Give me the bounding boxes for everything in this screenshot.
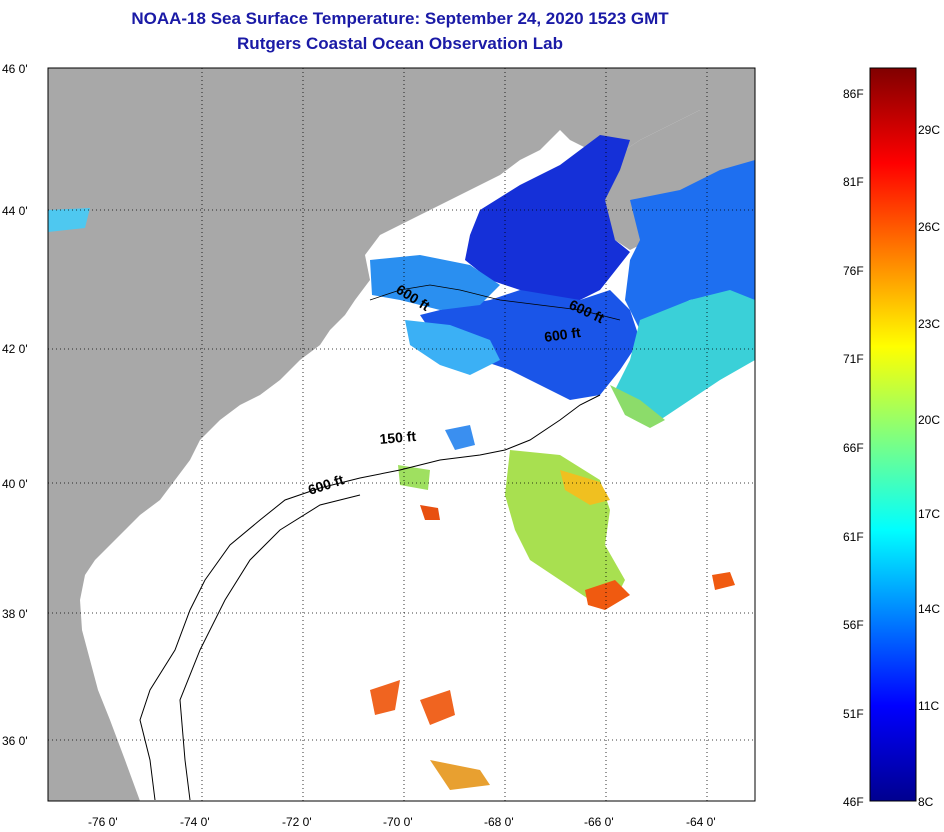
colorbar-f-label: 46F <box>843 795 864 809</box>
lat-tick-label: 46 0' <box>2 62 28 76</box>
colorbar-c-label: 23C <box>918 317 940 331</box>
lat-tick-label: 36 0' <box>2 734 28 748</box>
lat-tick-label: 42 0' <box>2 342 28 356</box>
colorbar-c-label: 29C <box>918 123 940 137</box>
lat-tick-label: 38 0' <box>2 607 28 621</box>
lat-tick-label: 40 0' <box>2 477 28 491</box>
map-area <box>48 68 755 801</box>
colorbar-f-label: 56F <box>843 618 864 632</box>
colorbar-f-label: 76F <box>843 264 864 278</box>
colorbar-c-label: 11C <box>918 699 939 713</box>
colorbar-f-label: 81F <box>843 175 864 189</box>
colorbar-gradient <box>869 67 917 802</box>
sst-patch-gulf-of-maine <box>465 135 630 300</box>
lon-tick-label: -74 0' <box>180 815 210 829</box>
longitude-axis: -76 0' -74 0' -72 0' -70 0' -68 0' -66 0… <box>88 68 716 829</box>
colorbar-f-label: 66F <box>843 441 864 455</box>
colorbar-c-label: 17C <box>918 507 940 521</box>
lon-tick-label: -72 0' <box>282 815 312 829</box>
sst-patch-offshore-canada <box>625 160 755 330</box>
colorbar-c-label: 26C <box>918 220 940 234</box>
contour-line-shelf <box>139 394 601 801</box>
colorbar: 86F 81F 76F 71F 66F 61F 56F 51F 46F 29C … <box>843 67 940 809</box>
lon-tick-label: -66 0' <box>584 815 614 829</box>
map-subtitle: Rutgers Coastal Ocean Observation Lab <box>237 34 563 53</box>
colorbar-f-label: 86F <box>843 87 864 101</box>
map-frame <box>47 67 756 802</box>
lon-tick-label: -68 0' <box>484 815 514 829</box>
contour-label: 150 ft <box>379 428 417 447</box>
colorbar-c-label: 14C <box>918 602 940 616</box>
colorbar-f-label: 51F <box>843 707 864 721</box>
colorbar-c-label: 8C <box>918 795 934 809</box>
map-title: NOAA-18 Sea Surface Temperature: Septemb… <box>131 9 669 28</box>
colorbar-f-label: 71F <box>843 352 864 366</box>
colorbar-c-label: 20C <box>918 413 940 427</box>
lon-tick-label: -64 0' <box>686 815 716 829</box>
land-mainland <box>48 68 755 801</box>
lon-tick-label: -76 0' <box>88 815 118 829</box>
lat-tick-label: 44 0' <box>2 204 28 218</box>
colorbar-f-label: 61F <box>843 530 864 544</box>
contour-label: 600 ft <box>543 324 582 345</box>
latitude-axis: 46 0' 44 0' 42 0' 40 0' 38 0' 36 0' <box>2 62 755 748</box>
lon-tick-label: -70 0' <box>383 815 413 829</box>
